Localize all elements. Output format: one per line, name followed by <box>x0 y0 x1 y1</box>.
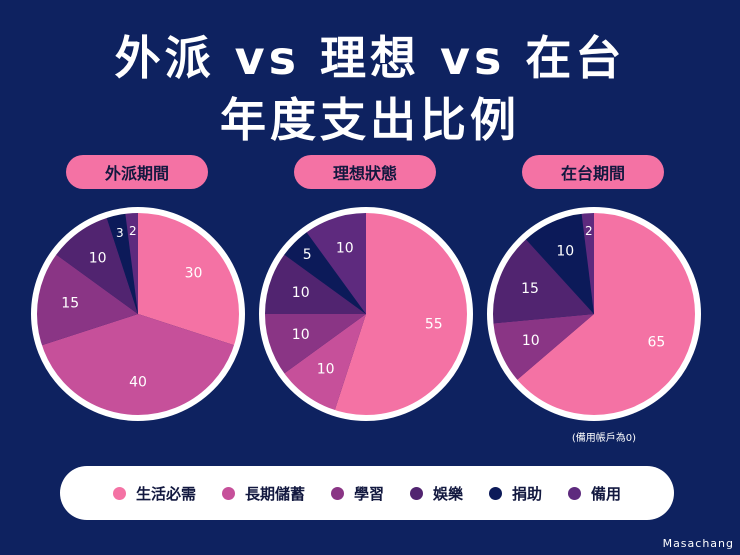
legend-label: 捐助 <box>512 484 543 503</box>
pie-slice <box>281 314 366 413</box>
pie-slice <box>262 314 366 376</box>
chart-title-ideal: 理想狀態 <box>294 155 436 189</box>
legend-label: 生活必需 <box>135 484 196 503</box>
slice-value-label: 10 <box>292 327 310 343</box>
pie-slice <box>581 210 594 314</box>
slice-value-label: 10 <box>89 250 107 266</box>
legend-label: 長期儲蓄 <box>244 484 305 503</box>
legend-dot <box>568 486 582 500</box>
pie-slice <box>105 210 138 314</box>
pie-outline <box>487 207 701 421</box>
pie-chart-ideal: 55 10 10 10 5 10 <box>259 207 473 421</box>
pie-chart-abroad: 30 40 15 10 3 2 <box>31 207 245 421</box>
pie-slice <box>515 210 698 418</box>
chart-title-abroad: 外派期間 <box>66 155 208 189</box>
legend: 生活必需 長期儲蓄 學習 娛樂 捐助 備用 <box>60 466 674 520</box>
slice-value-label: 55 <box>425 317 443 333</box>
pie-slice <box>304 210 366 314</box>
slice-value-label: 10 <box>336 241 354 257</box>
slice-value-label: 10 <box>317 362 335 378</box>
legend-dot <box>489 486 503 500</box>
pie-slice <box>53 215 139 314</box>
slice-value-label: 5 <box>303 247 312 263</box>
legend-label: 娛樂 <box>433 484 464 503</box>
pie-slice <box>490 237 594 324</box>
pie-slice <box>39 314 237 418</box>
note-backup-zero: (備用帳戶為0) <box>571 433 637 444</box>
pie-slice <box>523 210 594 314</box>
slice-value-label: 2 <box>129 224 137 238</box>
slice-value-label: 15 <box>521 281 539 297</box>
slice-value-label: 10 <box>522 333 540 349</box>
slice-value-label: 3 <box>116 226 124 240</box>
legend-item: 捐助 <box>489 483 542 504</box>
pie-slice <box>490 314 594 382</box>
author-credit: Masachang <box>662 537 734 550</box>
title-line-2: 年度支出比例 <box>220 93 520 147</box>
pie-outline <box>31 207 245 421</box>
legend-item: 生活必需 <box>112 483 196 504</box>
legend-dot <box>221 486 235 500</box>
legend-item: 備用 <box>568 483 621 504</box>
pie-slice <box>262 252 366 314</box>
slice-value-label: 40 <box>129 375 147 391</box>
pie-slice <box>333 210 471 418</box>
legend-item: 娛樂 <box>410 483 463 504</box>
legend-dot <box>112 486 126 500</box>
legend-dot <box>410 486 423 500</box>
pie-chart-taiwan: 65 10 15 10 2 <box>487 207 701 421</box>
pie-slice <box>138 210 242 347</box>
pie-outline <box>259 207 473 421</box>
chart-title-taiwan: 在台期間 <box>522 155 664 189</box>
legend-item: 長期儲蓄 <box>221 483 305 504</box>
legend-label: 學習 <box>353 484 384 503</box>
pie-slice <box>124 210 138 314</box>
legend-dot <box>330 486 344 500</box>
legend-item: 學習 <box>330 483 384 504</box>
slice-value-label: 30 <box>185 266 203 282</box>
pie-slice <box>34 252 139 347</box>
slice-value-label: 15 <box>61 295 79 311</box>
slice-value-label: 10 <box>292 285 310 301</box>
slice-value-label: 10 <box>556 244 574 260</box>
slice-value-label: 2 <box>585 224 593 238</box>
pie-slice <box>281 229 366 314</box>
slice-value-label: 65 <box>647 335 665 351</box>
title-line-1: 外派 vs 理想 vs 在台 <box>114 31 626 85</box>
legend-label: 備用 <box>591 484 622 503</box>
